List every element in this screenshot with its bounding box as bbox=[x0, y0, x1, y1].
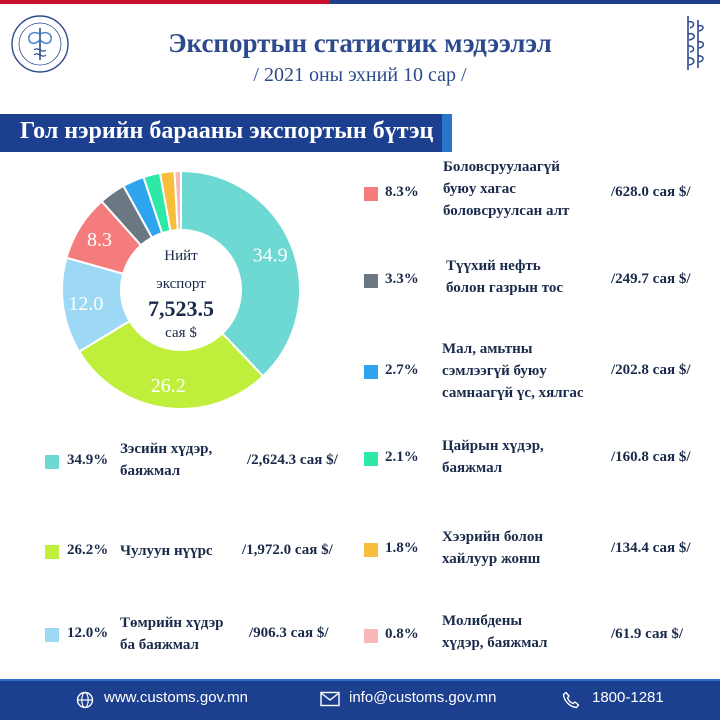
legend-label: баяжмал bbox=[442, 460, 503, 476]
legend-value: /249.7 сая $/ bbox=[611, 271, 691, 287]
legend-value: /61.9 сая $/ bbox=[611, 626, 684, 642]
slice-label: 26.2 bbox=[151, 375, 186, 397]
legend-value: /906.3 сая $/ bbox=[249, 625, 329, 641]
section-title: Гол нэрийн барааны экспортын бүтэц bbox=[20, 118, 434, 144]
legend-percent: 0.8% bbox=[385, 626, 419, 642]
legend-swatch bbox=[45, 628, 59, 642]
footer-bar: www.customs.gov.mn info@customs.gov.mn 1… bbox=[0, 679, 720, 720]
customs-emblem-icon bbox=[11, 15, 69, 73]
legend-swatch bbox=[364, 452, 378, 466]
legend-swatch bbox=[364, 543, 378, 557]
phone-icon bbox=[562, 691, 580, 709]
legend-percent: 34.9% bbox=[67, 452, 109, 468]
legend-label: буюу хагас bbox=[443, 181, 516, 197]
legend-label: Мал, амьтны bbox=[442, 341, 533, 357]
legend-swatch bbox=[364, 365, 378, 379]
legend-label: Молибдены bbox=[442, 613, 523, 629]
legend-swatch bbox=[45, 455, 59, 469]
legend-percent: 1.8% bbox=[385, 540, 419, 556]
page-subtitle: / 2021 оны эхний 10 сар / bbox=[253, 64, 467, 86]
center-label-line1: Нийт bbox=[164, 248, 198, 264]
legend-value: /2,624.3 сая $/ bbox=[247, 452, 338, 468]
export-donut-chart: 34.9 26.2 12.0 8.3 Нийт экспорт 7,523.5 сая… bbox=[61, 169, 301, 410]
legend-value: /134.4 сая $/ bbox=[611, 540, 691, 556]
legend-label: Хээрийн болон bbox=[442, 529, 543, 545]
email-link[interactable]: info@customs.gov.mn bbox=[349, 689, 497, 706]
legend-label: Цайрын хүдэр, bbox=[442, 438, 544, 454]
legend-label: хайлуур жонш bbox=[442, 551, 541, 567]
legend-label: Боловсруулаагүй bbox=[443, 159, 560, 175]
legend-value: /1,972.0 сая $/ bbox=[242, 542, 333, 558]
legend-label: боловсруулсан алт bbox=[443, 203, 570, 219]
slice-label: 8.3 bbox=[87, 229, 112, 251]
legend-label: ба баяжмал bbox=[120, 637, 199, 653]
slice-label: 12.0 bbox=[68, 293, 103, 315]
legend-percent: 12.0% bbox=[67, 625, 109, 641]
legend-value: /628.0 сая $/ bbox=[611, 184, 691, 200]
legend-label: Чулуун нүүрс bbox=[120, 543, 213, 559]
mongolian-script-icon bbox=[687, 16, 705, 70]
legend-percent: 26.2% bbox=[67, 542, 109, 558]
top-color-strip bbox=[0, 0, 720, 6]
legend-swatch bbox=[364, 274, 378, 288]
legend-swatch bbox=[364, 187, 378, 201]
legend-label: Төмрийн хүдэр bbox=[120, 615, 224, 631]
legend-label: Зэсийн хүдэр, bbox=[120, 441, 213, 457]
website-link[interactable]: www.customs.gov.mn bbox=[104, 689, 248, 706]
legend-label: баяжмал bbox=[120, 463, 181, 479]
legend-percent: 3.3% bbox=[385, 271, 419, 287]
globe-icon bbox=[76, 691, 94, 709]
envelope-icon bbox=[320, 691, 340, 707]
legend-swatch bbox=[45, 545, 59, 559]
slice-label: 34.9 bbox=[253, 244, 288, 266]
legend-label: Түүхий нефть bbox=[446, 258, 541, 274]
section-banner: Гол нэрийн барааны экспортын бүтэц bbox=[0, 114, 452, 152]
legend-label: болон газрын тос bbox=[446, 280, 564, 296]
legend-value: /202.8 сая $/ bbox=[611, 362, 691, 378]
legend-percent: 2.7% bbox=[385, 362, 419, 378]
legend-label: самнаагүй үс, хялгас bbox=[442, 385, 584, 401]
page-title: Экспортын статистик мэдээлэл bbox=[168, 28, 552, 58]
phone-number[interactable]: 1800-1281 bbox=[592, 689, 664, 706]
legend-percent: 2.1% bbox=[385, 449, 419, 465]
legend-label: сэмлээгүй буюу bbox=[442, 363, 547, 379]
legend-percent: 8.3% bbox=[385, 184, 419, 200]
center-total-value: 7,523.5 bbox=[148, 296, 214, 321]
legend-label: хүдэр, баяжмал bbox=[442, 635, 548, 651]
legend-swatch bbox=[364, 629, 378, 643]
center-label-line2: экспорт bbox=[156, 276, 206, 292]
center-unit: сая $ bbox=[165, 325, 197, 341]
legend-value: /160.8 сая $/ bbox=[611, 449, 691, 465]
